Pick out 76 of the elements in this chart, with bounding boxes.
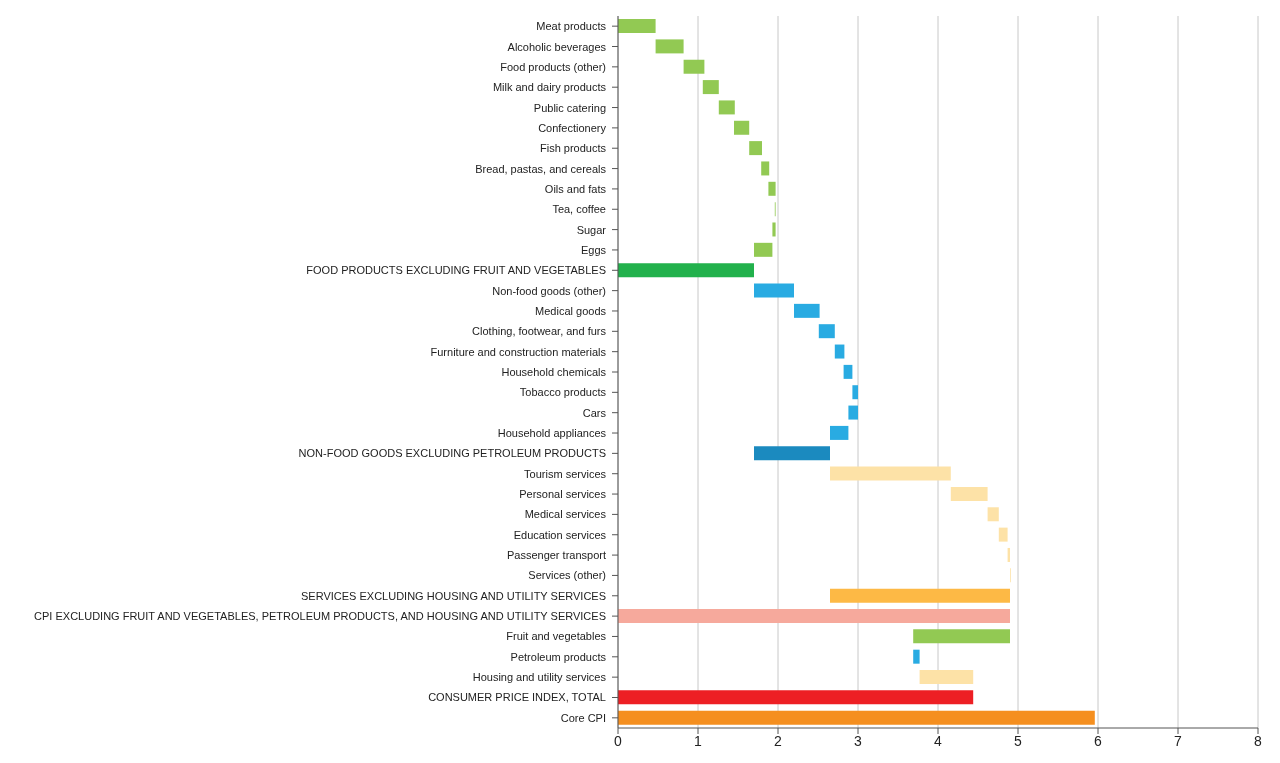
bar <box>718 100 735 115</box>
bar <box>919 670 974 685</box>
y-tick-label: Fish products <box>539 142 607 155</box>
y-tick-label: Confectionery <box>538 121 607 134</box>
x-tick-label: 0 <box>614 732 623 749</box>
x-tick-label: 6 <box>1094 732 1103 749</box>
y-tick-label: Household appliances <box>497 427 607 440</box>
y-tick-label: Sugar <box>576 223 607 236</box>
y-tick-label: Services (other) <box>528 569 606 582</box>
bar <box>618 19 656 34</box>
y-tick-label: Alcoholic beverages <box>507 40 607 53</box>
y-tick-label: CPI EXCLUDING FRUIT AND VEGETABLES, PETROLEUM PRODUCTS, AND HOUSING AND UTILITY SERVICES <box>34 610 606 623</box>
bar <box>950 486 988 501</box>
x-tick-label: 4 <box>934 732 943 749</box>
bar <box>618 263 754 278</box>
bar <box>913 649 920 664</box>
y-tick-label: Bread, pastas, and cereals <box>475 162 607 175</box>
y-tick-label: Education services <box>513 528 607 541</box>
y-tick-label: Tourism services <box>524 467 607 480</box>
bar <box>834 344 845 359</box>
y-tick-label: Medical goods <box>535 304 607 317</box>
y-tick-label: Oils and fats <box>544 182 607 195</box>
bar <box>843 364 853 379</box>
bar <box>618 608 1010 623</box>
bar <box>768 181 776 196</box>
y-tick-label: Household chemicals <box>501 366 607 378</box>
bar <box>618 690 974 705</box>
y-tick-label: Public catering <box>533 101 606 114</box>
y-tick-label: SERVICES EXCLUDING HOUSING AND UTILITY SERVICES <box>300 589 606 602</box>
y-tick-label: Milk and dairy products <box>492 81 607 94</box>
y-tick-label: Core CPI <box>560 711 606 724</box>
bar <box>749 141 762 156</box>
y-tick-label: Tea, coffee <box>552 203 606 216</box>
bar <box>794 303 820 318</box>
bar <box>848 405 858 420</box>
y-tick-label: CONSUMER PRICE INDEX, TOTAL <box>428 691 606 704</box>
y-tick-label: NON-FOOD GOODS EXCLUDING PETROLEUM PRODUCTS <box>298 447 606 460</box>
y-tick-label: Food products (other) <box>500 60 606 73</box>
y-tick-label: Housing and utility services <box>472 671 607 684</box>
bar <box>830 425 849 440</box>
bar <box>761 161 770 176</box>
x-tick-label: 2 <box>774 732 783 749</box>
y-tick-label: Personal services <box>519 488 607 501</box>
y-tick-label: Eggs <box>580 243 607 256</box>
x-tick-label: 1 <box>694 732 703 749</box>
bar <box>754 242 773 257</box>
bar <box>830 466 951 481</box>
y-tick-label: Furniture and construction materials <box>430 345 607 358</box>
y-tick-label: Passenger transport <box>506 549 606 562</box>
y-tick-label: FOOD PRODUCTS EXCLUDING FRUIT AND VEGETABLES <box>306 264 606 277</box>
bar <box>830 588 1010 603</box>
bar <box>754 446 830 461</box>
y-tick-label: Meat products <box>536 20 607 33</box>
bar <box>818 324 835 339</box>
bar <box>734 120 750 135</box>
y-tick-label: Non-food goods (other) <box>492 284 606 297</box>
bar <box>987 507 999 522</box>
bar <box>913 629 1010 644</box>
y-tick-label: Clothing, footwear, and furs <box>472 325 607 338</box>
bar <box>998 527 1008 542</box>
x-tick-label: 5 <box>1014 732 1023 749</box>
bar <box>702 80 719 95</box>
x-tick-label: 8 <box>1254 732 1263 749</box>
bar <box>683 59 705 74</box>
bar <box>772 222 776 237</box>
bar <box>754 283 794 298</box>
bar <box>852 385 858 400</box>
y-tick-label: Medical services <box>524 508 607 521</box>
bar <box>655 39 684 54</box>
y-tick-label: Tobacco products <box>519 386 607 399</box>
y-tick-label: Petroleum products <box>510 650 607 663</box>
x-tick-label: 7 <box>1174 732 1183 749</box>
y-tick-label: Fruit and vegetables <box>506 630 607 643</box>
x-tick-label: 3 <box>854 732 863 749</box>
y-tick-label: Cars <box>582 406 607 419</box>
bar <box>618 710 1095 725</box>
